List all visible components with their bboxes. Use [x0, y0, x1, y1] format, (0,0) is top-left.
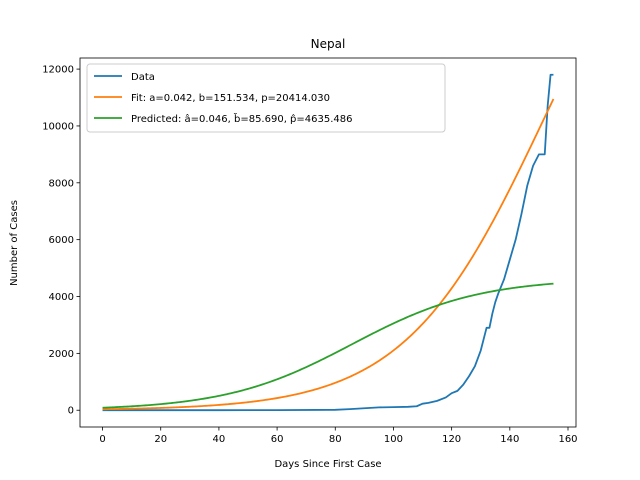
y-tick-label: 6000 [49, 235, 74, 246]
x-tick-label: 0 [99, 434, 105, 445]
y-tick-label: 4000 [49, 292, 74, 303]
legend-box [86, 63, 446, 133]
x-tick-label: 60 [271, 434, 284, 445]
plot-lines [102, 73, 555, 412]
plot-frame [79, 57, 577, 428]
axes: 0 20 40 60 80 100 120 140 160 0 2000 4000 6000 8000 10… [42, 57, 578, 445]
y-tick-label: 12000 [42, 65, 74, 76]
legend-label-fit: Fit: a=0.042, b=151.534, p=20414.030 [131, 93, 330, 104]
x-tick-label: 140 [500, 434, 519, 445]
x-tick-label: 160 [558, 434, 577, 445]
x-tick-label: 80 [329, 434, 342, 445]
series-line-0 [102, 73, 554, 412]
legend-label-predicted: Predicted: â=0.046, b̆=85.690, p̂=4635.4… [131, 112, 353, 125]
x-tick-label: 120 [442, 434, 461, 445]
y-tick-label: 0 [68, 406, 74, 417]
x-tick-label: 40 [213, 434, 226, 445]
y-tick-label: 8000 [49, 178, 74, 189]
y-axis-label: Number of Cases [9, 200, 20, 286]
x-axis-label: Days Since First Case [274, 459, 381, 470]
x-tick-label: 20 [154, 434, 167, 445]
y-tick-label: 10000 [42, 121, 74, 132]
x-tick-label: 100 [384, 434, 403, 445]
legend-label-data: Data [131, 72, 155, 83]
series-line-2 [102, 282, 554, 409]
chart-title: Nepal [311, 37, 346, 51]
legend: Data Fit: a=0.042, b=151.534, p=20414.03… [86, 63, 446, 133]
series-line-1 [102, 98, 555, 411]
y-tick-label: 2000 [49, 349, 74, 360]
